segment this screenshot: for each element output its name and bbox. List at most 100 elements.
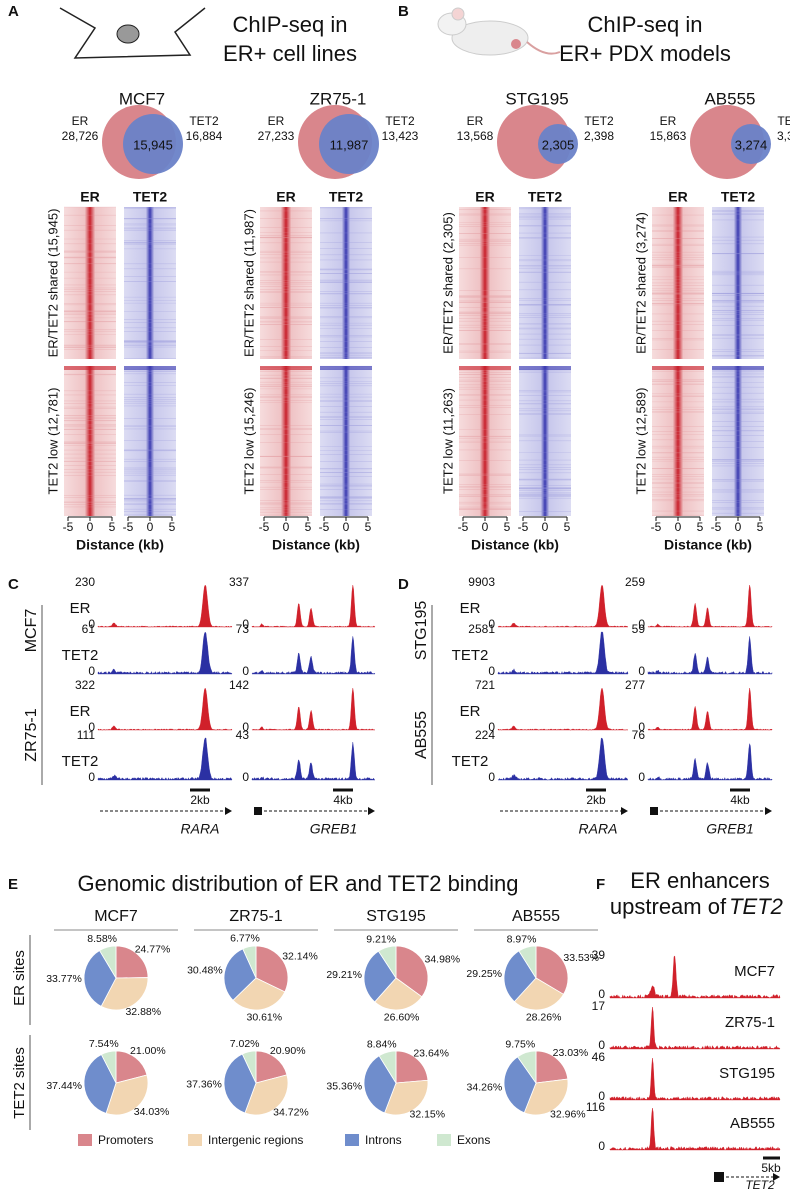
nucleus-icon xyxy=(116,24,140,44)
heatmap-tick-label: -5 xyxy=(651,520,662,534)
heatmap-top xyxy=(712,366,764,370)
sample-name: AB555 xyxy=(704,89,755,108)
pie-slice xyxy=(115,945,149,979)
row-label: ER/TET2 shared (15,945) xyxy=(45,209,60,358)
gene-arrowhead xyxy=(765,807,772,815)
venn-er-count: 28,726 xyxy=(62,129,99,143)
column-name: ZR75-1 xyxy=(229,908,282,925)
track-max: 59 xyxy=(632,622,646,636)
track-label: AB555 xyxy=(730,1115,775,1132)
pie-label: 24.77% xyxy=(135,943,171,955)
track-label: ER xyxy=(460,600,481,617)
heatmap-tick-label: -5 xyxy=(711,520,722,534)
track-label: TET2 xyxy=(62,647,99,664)
heatmap-tick-label: 5 xyxy=(169,520,176,534)
track-min: 0 xyxy=(88,770,95,784)
pie-slice xyxy=(83,949,117,1007)
group-label: AB555 xyxy=(413,711,430,759)
heatmap xyxy=(64,207,116,359)
signal-track xyxy=(251,584,376,628)
pie-slice xyxy=(223,948,257,1001)
heatmap-tick-label: 0 xyxy=(735,520,742,534)
track-min: 0 xyxy=(638,770,645,784)
pie-slice xyxy=(503,950,537,1003)
heatmap-top xyxy=(459,366,511,370)
heatmap-col-label: TET2 xyxy=(721,189,755,205)
heatmap-xlabel: Distance (kb) xyxy=(272,537,360,553)
track-label: TET2 xyxy=(452,753,489,770)
heatmap-tick-label: 0 xyxy=(147,520,154,534)
pie-slice xyxy=(99,945,117,980)
pie-label: 28.26% xyxy=(526,1011,562,1023)
pie-label: 32.14% xyxy=(282,950,318,962)
pie-slice xyxy=(105,1074,149,1116)
venn-tet2-label: TET2 xyxy=(584,114,614,128)
heatmap xyxy=(320,207,372,359)
pie-slice xyxy=(395,945,429,998)
legend-swatch xyxy=(78,1134,92,1146)
mouse-icon xyxy=(437,7,561,56)
heatmap-col-label: ER xyxy=(475,189,494,205)
heatmap-col-label: ER xyxy=(668,189,687,205)
panel-label: C xyxy=(8,576,19,593)
heatmap-tick-label: 5 xyxy=(757,520,764,534)
heatmap xyxy=(712,366,764,516)
gene-arrowhead xyxy=(773,1173,780,1181)
heatmap xyxy=(712,207,764,359)
track-min: 0 xyxy=(88,664,95,678)
venn-overlap: 15,945 xyxy=(133,137,173,152)
row-label: ER/TET2 shared (3,274) xyxy=(633,212,648,354)
track-min: 0 xyxy=(638,720,645,734)
track-max: 116 xyxy=(586,1100,605,1114)
track-label: MCF7 xyxy=(734,963,775,980)
venn-tet2 xyxy=(123,114,183,174)
pie-slice xyxy=(363,950,397,1003)
venn-er-label: ER xyxy=(660,114,677,128)
track-min: 0 xyxy=(242,770,249,784)
pie-label: 21.00% xyxy=(130,1045,166,1057)
venn-tet2 xyxy=(319,114,379,174)
heatmap xyxy=(320,366,372,516)
panel-label: E xyxy=(8,876,18,893)
panel-title: Genomic distribution of ER and TET2 bind… xyxy=(77,871,518,896)
heatmap xyxy=(519,366,571,516)
track-max: 259 xyxy=(625,575,645,589)
gene-name: RARA xyxy=(181,821,220,837)
legend-label: Promoters xyxy=(98,1133,153,1147)
track-min: 0 xyxy=(88,720,95,734)
track-max: 111 xyxy=(77,728,96,742)
heatmap-col-label: ER xyxy=(80,189,99,205)
pie-label: 6.77% xyxy=(230,933,260,945)
row-label: ER/TET2 shared (11,987) xyxy=(241,209,256,357)
heatmap-col-label: ER xyxy=(276,189,295,205)
legend-label: Intergenic regions xyxy=(208,1133,303,1147)
venn-er-count: 13,568 xyxy=(457,129,494,143)
pie-label: 8.97% xyxy=(507,933,537,945)
panel-title: ER enhancers xyxy=(630,868,769,893)
heatmap-tick-label: 5 xyxy=(365,520,372,534)
heatmap-tick-label: 0 xyxy=(343,520,350,534)
pie-label: 32.88% xyxy=(125,1006,161,1018)
signal-track xyxy=(497,584,629,628)
heatmap xyxy=(64,366,116,516)
venn-tet2 xyxy=(731,124,771,164)
signal-track xyxy=(497,631,629,675)
scale-label: 5kb xyxy=(761,1161,781,1175)
panel-label: B xyxy=(398,3,409,20)
heatmap xyxy=(459,366,511,516)
signal-track xyxy=(609,1107,781,1151)
pie-slice xyxy=(374,977,423,1011)
track-min: 0 xyxy=(242,664,249,678)
track-min: 0 xyxy=(598,1139,605,1153)
heatmap-col-label: TET2 xyxy=(528,189,562,205)
track-label: TET2 xyxy=(452,647,489,664)
pie-label: 8.58% xyxy=(87,933,117,945)
track-min: 0 xyxy=(638,617,645,631)
pie-label: 34.26% xyxy=(467,1081,503,1093)
heatmap-tick-label: -5 xyxy=(319,520,330,534)
venn-er-count: 27,233 xyxy=(258,129,295,143)
pie-label: 20.90% xyxy=(270,1045,306,1057)
heatmap-tick-label: -5 xyxy=(518,520,529,534)
gene-name: RARA xyxy=(579,821,618,837)
